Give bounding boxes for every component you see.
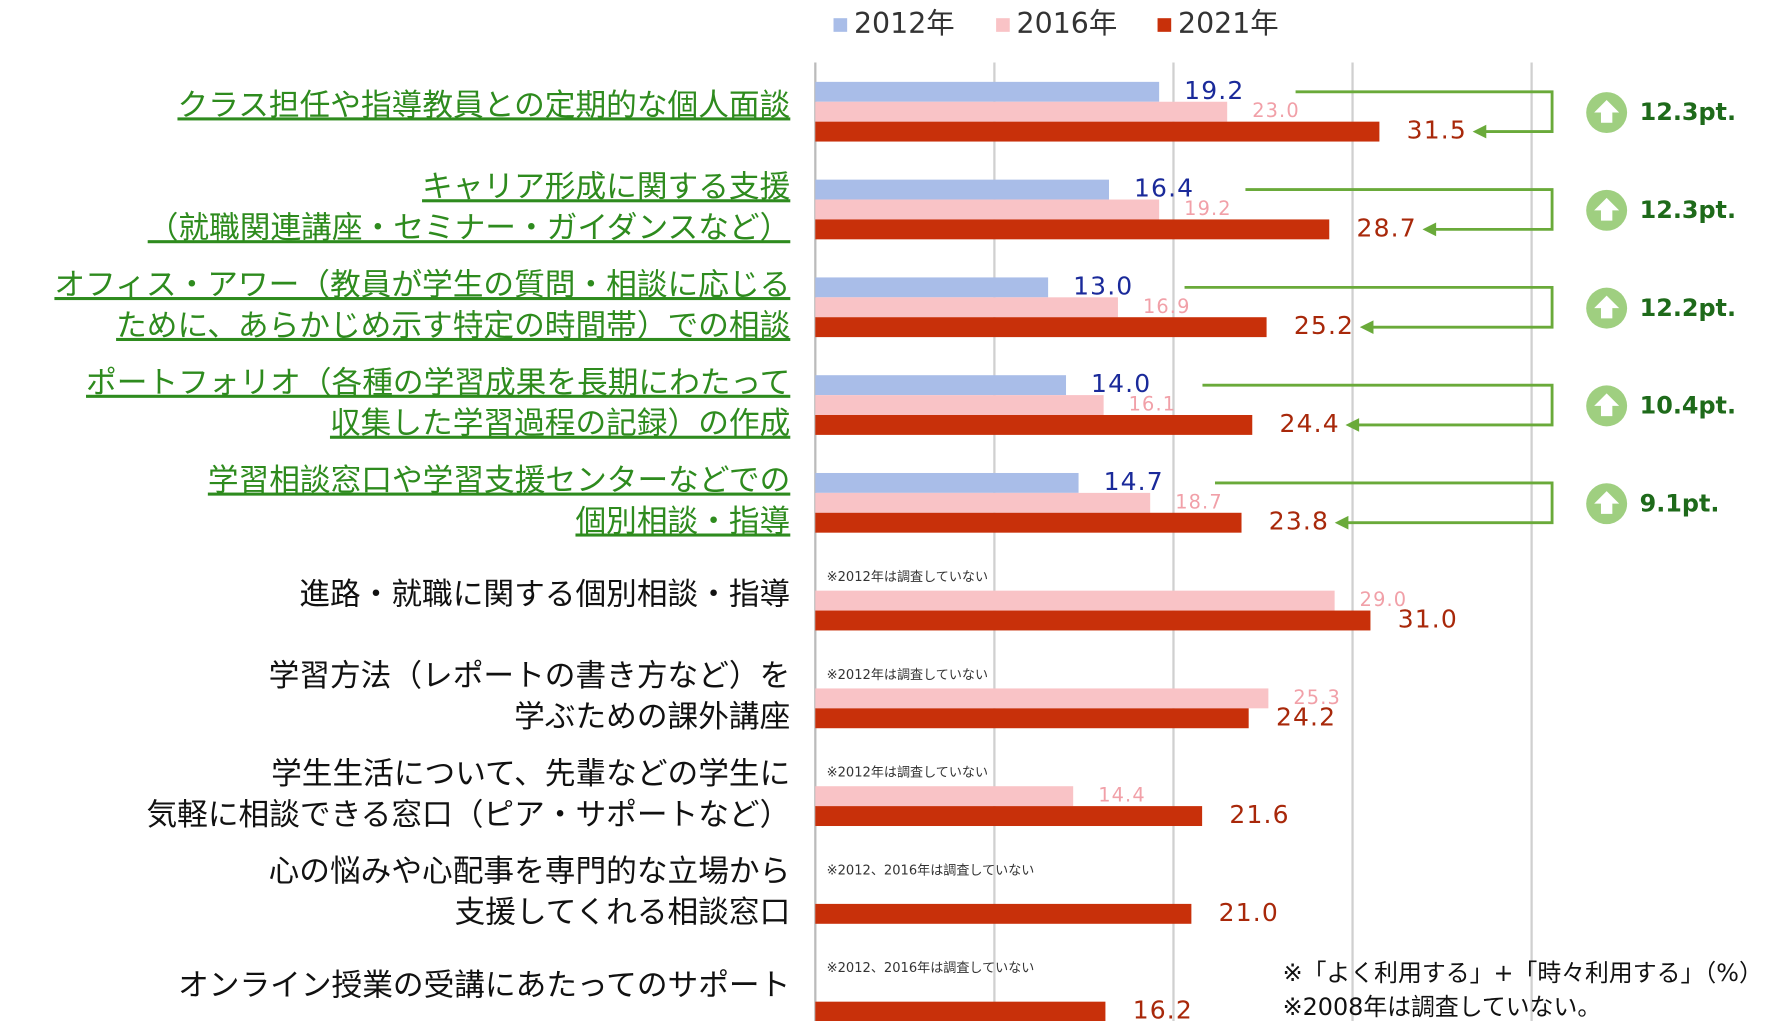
bar (815, 472, 1079, 493)
value-label: 16.4 (1134, 174, 1194, 203)
note: ※2012年は調査していない (827, 766, 988, 781)
bar (815, 708, 1249, 729)
bar (815, 81, 1160, 102)
category-label: オフィス・アワー（教員が学生の質問・相談に応じる (54, 268, 790, 303)
legend-label: 2021年 (1178, 7, 1279, 40)
category-label: キャリア形成に関する支援 (422, 170, 790, 205)
category-label: 支援してくれる相談窓口 (455, 896, 791, 931)
bar (815, 688, 1269, 709)
category-label: 収集した学習過程の記録）の作成 (330, 407, 790, 442)
bar (815, 786, 1074, 807)
category-label: オンライン授業の受講にあたってのサポート (178, 968, 790, 1003)
category-label: 学習方法（レポートの書き方など）を (269, 659, 791, 694)
value-label: 16.2 (1133, 996, 1193, 1021)
category-label: 気軽に相談できる窓口（ピア・サポートなど） (146, 798, 790, 833)
bar (815, 806, 1203, 827)
category-label: （就職関連講座・セミナー・ガイダンスなど） (148, 211, 791, 246)
increase-arrowhead (1422, 222, 1437, 237)
bar (815, 297, 1118, 318)
value-label: 16.1 (1129, 393, 1177, 416)
legend-swatch (1157, 18, 1172, 32)
bar (815, 492, 1151, 513)
footnote: ※2008年は調査していない。 (1283, 993, 1602, 1021)
note: ※2012、2016年は調査していない (827, 961, 1035, 976)
increase-arrowhead (1359, 320, 1374, 334)
value-label: 28.7 (1357, 213, 1417, 242)
note: ※2012年は調査していない (827, 570, 988, 585)
bar (815, 375, 1067, 396)
category-label: 個別相談・指導 (575, 505, 790, 540)
value-label: 31.5 (1407, 116, 1467, 145)
increase-arrowhead (1472, 124, 1487, 139)
value-label: 13.0 (1073, 271, 1133, 300)
value-label: 19.2 (1184, 197, 1232, 220)
increase-icon-arrow (1594, 491, 1620, 514)
category-label: 学ぶための課外講座 (514, 700, 790, 735)
category-label: 学習相談窓口や学習支援センターなどでの (208, 464, 790, 499)
bar (815, 101, 1228, 122)
bar (815, 903, 1192, 924)
category-label: ポートフォリオ（各種の学習成果を長期にわたって (86, 366, 790, 401)
increase-icon-arrow (1594, 393, 1620, 417)
value-label: 25.3 (1293, 686, 1341, 709)
value-label: 14.0 (1091, 369, 1151, 398)
value-label: 18.7 (1175, 490, 1223, 513)
increase-bracket (1295, 90, 1554, 134)
increase-icon-arrow (1594, 100, 1620, 123)
increase-label: 12.3pt. (1640, 196, 1736, 224)
increase-icon-arrow (1594, 295, 1620, 319)
legend-swatch (996, 18, 1010, 32)
category-label: 進路・就職に関する個別相談・指導 (299, 577, 790, 612)
bar (815, 414, 1253, 435)
value-label: 23.0 (1252, 99, 1300, 122)
value-label: 21.6 (1229, 800, 1289, 829)
value-label: 16.9 (1143, 295, 1191, 318)
increase-bracket (1184, 285, 1554, 329)
bar (815, 395, 1104, 415)
value-label: 19.2 (1184, 76, 1244, 105)
increase-arrowhead (1334, 515, 1349, 530)
value-label: 25.2 (1294, 311, 1354, 340)
legend-label: 2016年 (1017, 7, 1118, 40)
bar (815, 199, 1160, 220)
category-label: ために、あらかじめ示す特定の時間帯）での相談 (116, 309, 790, 344)
note: ※2012年は調査していない (827, 668, 988, 683)
increase-label: 12.2pt. (1640, 294, 1736, 322)
bar (815, 277, 1049, 298)
value-label: 14.4 (1098, 784, 1146, 807)
increase-bracket (1202, 383, 1554, 427)
category-label: 学生生活について、先輩などの学生に (271, 757, 790, 792)
increase-label: 10.4pt. (1640, 392, 1736, 420)
category-label: 心の悩みや心配事を専門的な立場から (269, 855, 791, 890)
value-label: 21.0 (1219, 898, 1279, 927)
value-label: 31.0 (1398, 605, 1458, 634)
note: ※2012、2016年は調査していない (827, 863, 1035, 878)
bar (815, 590, 1335, 611)
increase-label: 9.1pt. (1640, 489, 1720, 517)
category-label: クラス担任や指導教員との定期的な個人面談 (177, 88, 790, 123)
value-label: 24.2 (1276, 702, 1336, 731)
bar (815, 512, 1242, 533)
bar (815, 179, 1110, 200)
footnote: ※「よく利用する」+「時々利用する」（%） (1283, 959, 1763, 987)
value-label: 29.0 (1360, 588, 1408, 611)
increase-bracket (1215, 481, 1554, 525)
increase-arrowhead (1345, 418, 1360, 432)
increase-bracket (1245, 188, 1554, 231)
increase-icon-arrow (1594, 197, 1620, 221)
value-label: 24.4 (1280, 409, 1340, 438)
legend-swatch (833, 18, 848, 32)
bar (815, 121, 1380, 142)
increase-label: 12.3pt. (1640, 98, 1736, 126)
bar (815, 317, 1267, 338)
bar (815, 610, 1371, 631)
bar (815, 219, 1330, 240)
value-label: 23.8 (1269, 507, 1329, 536)
value-label: 14.7 (1104, 467, 1164, 496)
bar (815, 1001, 1106, 1021)
legend-label: 2012年 (854, 7, 955, 40)
